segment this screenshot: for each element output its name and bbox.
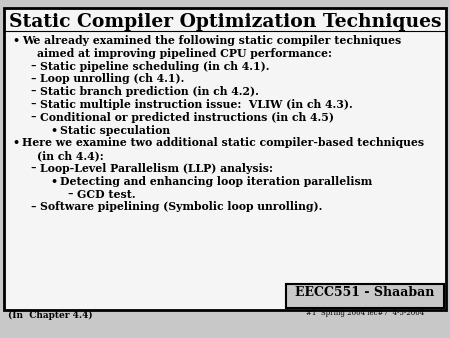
Text: (In  Chapter 4.4): (In Chapter 4.4) [8, 311, 93, 320]
Text: •: • [12, 35, 19, 46]
Text: –: – [67, 189, 72, 200]
Text: •: • [50, 125, 57, 136]
Text: Conditional or predicted instructions (in ch 4.5): Conditional or predicted instructions (i… [40, 112, 334, 123]
Text: •: • [12, 138, 19, 148]
Text: –: – [30, 86, 36, 97]
Text: Static multiple instruction issue:  VLIW (in ch 4.3).: Static multiple instruction issue: VLIW … [40, 99, 353, 110]
Text: –: – [30, 112, 36, 123]
Text: Loop-Level Parallelism (LLP) analysis:: Loop-Level Parallelism (LLP) analysis: [40, 163, 273, 174]
Text: Here we examine two additional static compiler-based techniques: Here we examine two additional static co… [22, 138, 424, 148]
Text: –: – [30, 61, 36, 72]
Text: –: – [30, 201, 36, 212]
Text: Static speculation: Static speculation [60, 125, 170, 136]
Text: aimed at improving pipelined CPU performance:: aimed at improving pipelined CPU perform… [22, 48, 332, 59]
Text: Loop unrolling (ch 4.1).: Loop unrolling (ch 4.1). [40, 73, 184, 84]
Text: –: – [30, 163, 36, 174]
Text: (in ch 4.4):: (in ch 4.4): [22, 150, 104, 161]
Text: Static branch prediction (in ch 4.2).: Static branch prediction (in ch 4.2). [40, 86, 259, 97]
Text: –: – [30, 73, 36, 84]
Bar [286, 284, 444, 308]
Text: Static Compiler Optimization Techniques: Static Compiler Optimization Techniques [9, 13, 441, 31]
Text: EECC551 - Shaaban: EECC551 - Shaaban [295, 286, 435, 299]
Text: Detecting and enhancing loop iteration parallelism: Detecting and enhancing loop iteration p… [60, 176, 372, 187]
Text: –: – [30, 99, 36, 110]
Text: #1  Spring 2004 lec#7  4-5-2004: #1 Spring 2004 lec#7 4-5-2004 [306, 309, 424, 317]
Text: We already examined the following static compiler techniques: We already examined the following static… [22, 35, 401, 46]
Text: Static pipeline scheduling (in ch 4.1).: Static pipeline scheduling (in ch 4.1). [40, 61, 270, 72]
Text: GCD test.: GCD test. [77, 189, 135, 200]
Text: •: • [50, 176, 57, 187]
Bar [4, 8, 446, 310]
Text: Software pipelining (Symbolic loop unrolling).: Software pipelining (Symbolic loop unrol… [40, 201, 322, 212]
